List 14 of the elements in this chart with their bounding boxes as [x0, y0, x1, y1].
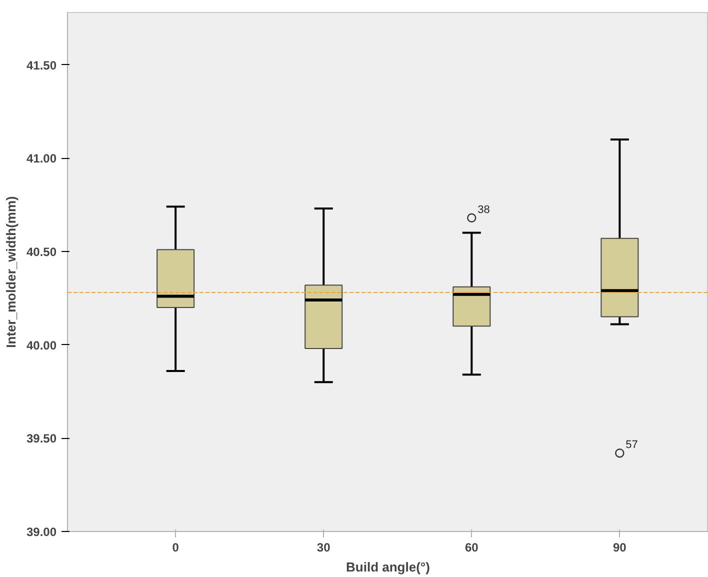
- y-tick-label: 40.50: [26, 244, 57, 259]
- annotation: 38: [478, 204, 490, 216]
- x-tick-label: 30: [316, 540, 331, 554]
- x-tick-label: 90: [613, 540, 627, 554]
- x-tick-label: 0: [172, 540, 180, 554]
- annotation: 57: [626, 439, 638, 452]
- y-tick-label: 40.00: [26, 338, 57, 352]
- y-tick-label: 41.50: [26, 58, 57, 72]
- x-tick-label: 60: [464, 540, 479, 554]
- x-axis-title: Build angle(°): [346, 560, 430, 574]
- y-tick-label: 39.00: [26, 525, 57, 539]
- y-axis-title: Inter_molder_width(mm): [3, 196, 18, 348]
- y-tick-label: 39.50: [26, 432, 57, 446]
- y-tick-label: 41.00: [26, 152, 57, 166]
